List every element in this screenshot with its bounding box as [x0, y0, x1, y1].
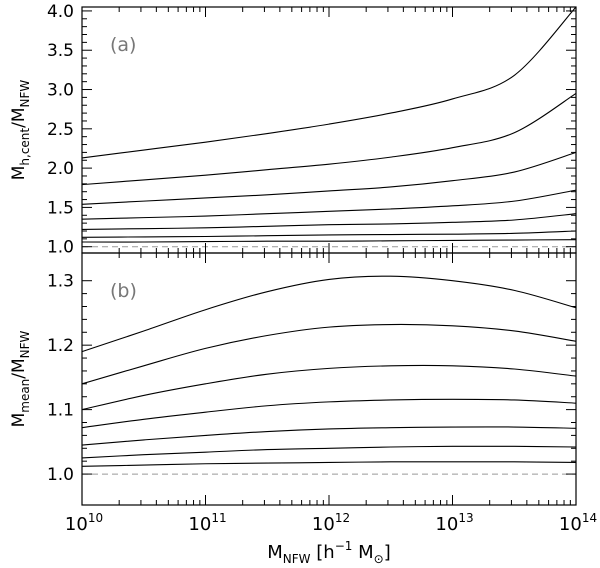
series-curve-4 — [81, 189, 577, 220]
x-tick-label: 1010 — [65, 511, 103, 535]
x-tick-label: 1014 — [559, 511, 597, 535]
ylabel-base2: M — [9, 358, 29, 373]
ylabel-slash: / — [9, 122, 29, 128]
y-tick-label: 4.0 — [47, 2, 74, 22]
ylabel-sub: mean — [18, 379, 32, 413]
y-tick-label: 1.5 — [47, 198, 74, 218]
series-curve-7 — [81, 461, 577, 467]
x-axis-label: MNFW [h−1 M⊙] — [267, 539, 391, 566]
series-curve-1 — [81, 6, 577, 159]
series-curve-3 — [81, 364, 577, 411]
series-curve-3 — [81, 151, 577, 205]
ylabel-base: M — [9, 166, 29, 181]
y-tick-labels: 1.0 1.1 1.2 1.3 — [47, 272, 74, 485]
ylabel-sub: h,cent — [18, 128, 32, 166]
x-tick-base: 10 — [435, 514, 458, 535]
ylabel-sub2: NFW — [18, 80, 32, 108]
ylabel-base: M — [9, 413, 29, 428]
x-tick-exp: 10 — [88, 511, 103, 525]
series-curve-4 — [81, 398, 577, 429]
y-tick-label: 1.2 — [47, 336, 74, 356]
x-tick-exp: 13 — [458, 511, 473, 525]
xlabel-sup: −1 — [335, 539, 353, 553]
xlabel-sub: NFW — [283, 552, 311, 566]
y-axis-label: Mmean/MNFW — [9, 330, 32, 427]
tick-marks — [81, 7, 577, 253]
panel-label: (b) — [110, 280, 137, 302]
series-curve-2 — [81, 323, 577, 385]
x-tick-base: 10 — [188, 514, 211, 535]
series-curve-6 — [81, 445, 577, 459]
x-tick-exp: 11 — [211, 511, 226, 525]
ylabel-sub2: NFW — [18, 330, 32, 358]
x-tick-exp: 14 — [582, 511, 597, 525]
panel-label: (a) — [110, 34, 136, 56]
y-tick-label: 2.5 — [47, 120, 74, 140]
y-tick-label: 3.0 — [47, 81, 74, 101]
y-tick-label: 1.1 — [47, 401, 74, 421]
ylabel-base2: M — [9, 107, 29, 122]
ylabel-slash: / — [9, 373, 29, 379]
plot-frame — [81, 6, 577, 254]
y-axis-label: Mh,cent/MNFW — [9, 80, 32, 181]
x-tick-labels: 1010 1011 1012 1013 1014 — [65, 511, 597, 535]
series-curve-6 — [81, 230, 577, 238]
series-curve-1 — [81, 275, 577, 353]
y-tick-label: 3.5 — [47, 41, 74, 61]
x-tick-label: 1012 — [312, 511, 350, 535]
y-tick-label: 2.0 — [47, 159, 74, 179]
y-tick-label: 1.3 — [47, 272, 74, 292]
tick-marks — [81, 253, 577, 505]
y-tick-label: 1.0 — [47, 238, 74, 258]
panel-a: 1.01.52.02.53.03.54.0 (a) Mh,cent/MNFW — [9, 2, 577, 258]
xlabel-sym: ⊙ — [374, 552, 384, 566]
y-tick-labels: 1.0 1.5 2.0 2.5 3.0 3.5 4.0 — [47, 2, 74, 258]
panel-b: 1.01.11.21.3 (b) Mmean/MNFW — [9, 252, 577, 506]
series-curve-5 — [81, 426, 577, 446]
y-tick-label: 1.0 — [47, 465, 74, 485]
xlabel-close: ] — [384, 542, 391, 563]
xlabel-base: M — [267, 542, 283, 563]
x-tick-label: 1013 — [435, 511, 473, 535]
series-curve-7 — [81, 239, 577, 243]
series-curve-2 — [81, 92, 577, 186]
series-curve-5 — [81, 213, 577, 230]
x-tick-exp: 12 — [335, 511, 350, 525]
series-group — [81, 275, 577, 467]
xlabel-mid: M — [358, 542, 374, 563]
x-tick-base: 10 — [559, 514, 582, 535]
x-tick-label: 1011 — [188, 511, 226, 535]
plot-frame — [81, 252, 577, 506]
xlabel-open: [h — [316, 542, 334, 563]
series-group — [81, 6, 577, 243]
x-tick-base: 10 — [312, 514, 335, 535]
x-tick-base: 10 — [65, 514, 88, 535]
